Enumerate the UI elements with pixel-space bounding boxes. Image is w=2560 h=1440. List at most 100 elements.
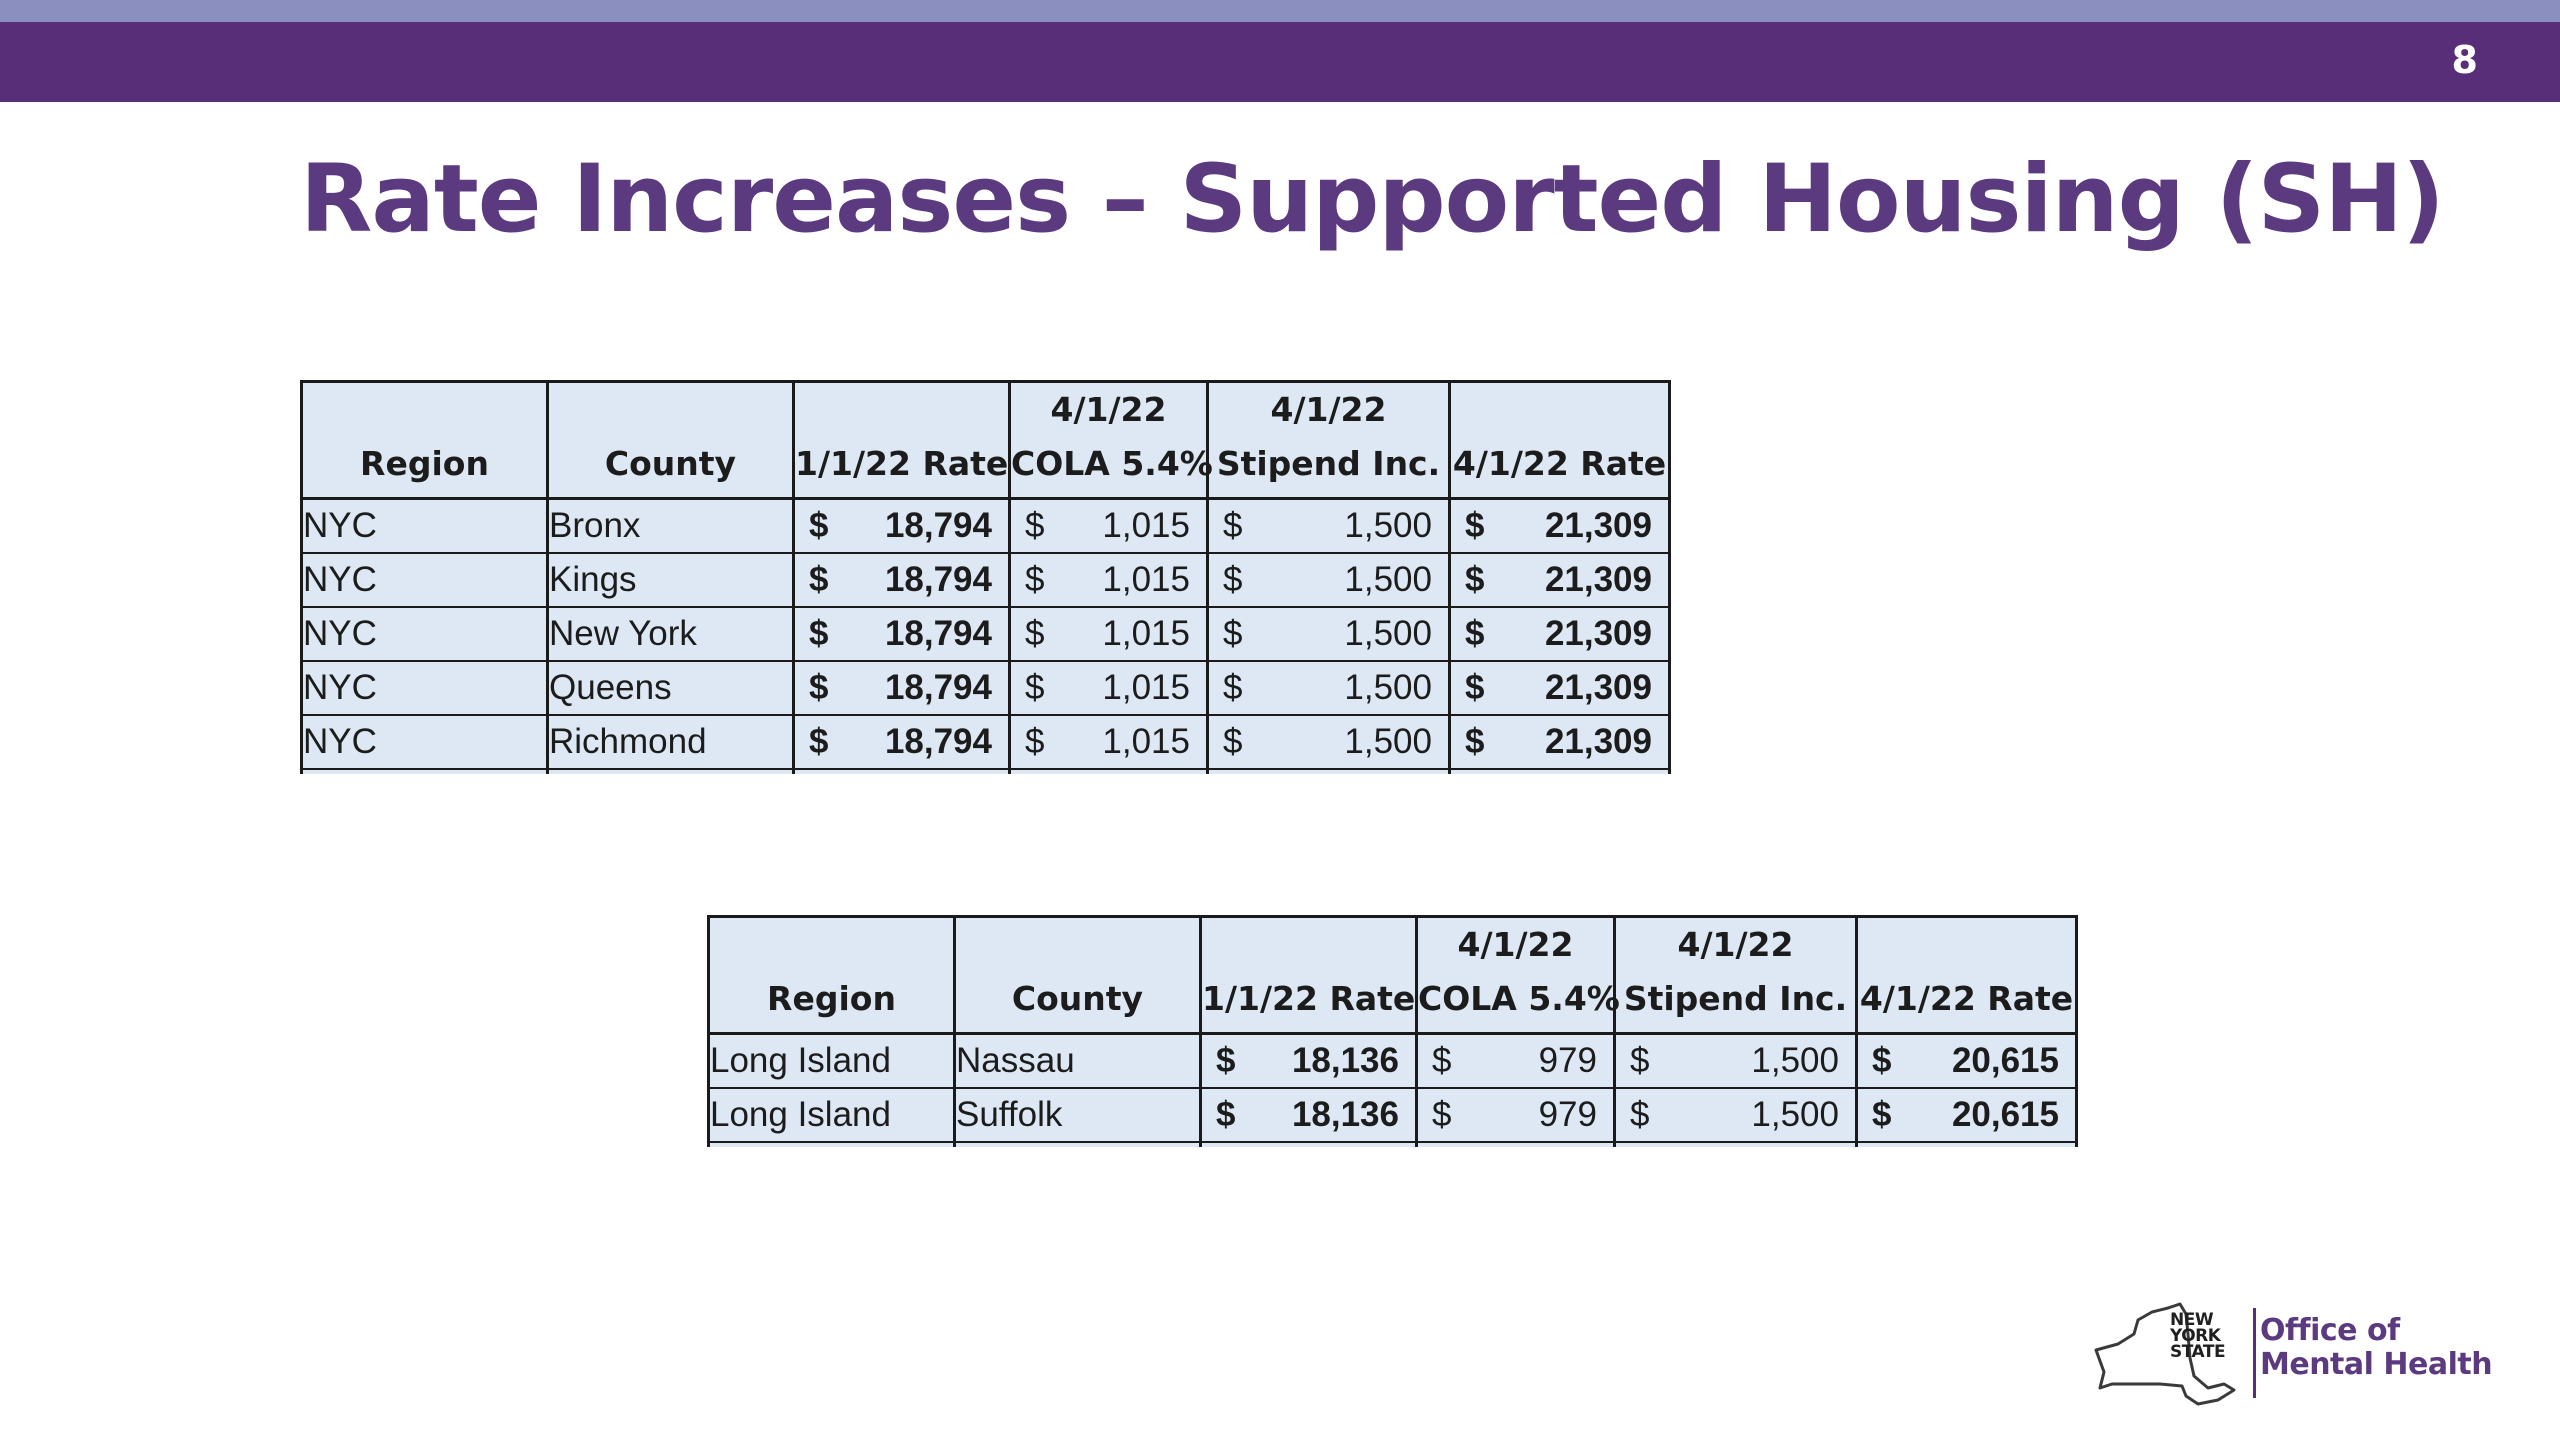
- currency-symbol: $: [809, 668, 829, 707]
- table-tail: [301, 769, 1671, 774]
- region-cell: Long Island: [708, 1088, 956, 1143]
- stipend-cell-value: 1,500: [1344, 722, 1432, 761]
- jan-rate-cell-value: 18,794: [884, 560, 992, 599]
- header-cola: 4/1/22 COLA 5.4%: [1009, 381, 1213, 500]
- stipend-cell: $1,500: [1207, 661, 1451, 716]
- cola-cell-value: 1,015: [1102, 722, 1190, 761]
- apr-rate-cell-value: 21,309: [1544, 668, 1652, 707]
- cola-cell-value: 979: [1538, 1041, 1597, 1080]
- stipend-cell: $1,500: [1614, 1033, 1858, 1089]
- long-island-rate-table: Region County 1/1/22 Rate 4/1/22 COLA 5.4…: [707, 915, 2078, 1147]
- county-cell: Nassau: [954, 1033, 1202, 1089]
- currency-symbol: $: [1872, 1095, 1892, 1134]
- cola-cell-value: 1,015: [1102, 560, 1190, 599]
- currency-symbol: $: [1025, 722, 1045, 761]
- page-number: 8: [2451, 38, 2478, 82]
- currency-symbol: $: [809, 560, 829, 599]
- currency-symbol: $: [1465, 668, 1485, 707]
- jan-rate-cell: $18,136: [1200, 1033, 1418, 1089]
- cola-cell: $979: [1416, 1033, 1616, 1089]
- currency-symbol: $: [1630, 1041, 1650, 1080]
- stipend-cell-value: 1,500: [1344, 668, 1432, 707]
- apr-rate-cell: $21,309: [1449, 715, 1671, 770]
- omh-logo: NEW YORK STATE Office of Mental Health: [2090, 1300, 2493, 1410]
- apr-rate-cell: $20,615: [1856, 1033, 2078, 1089]
- currency-symbol: $: [1025, 668, 1045, 707]
- region-cell: Long Island: [708, 1033, 956, 1089]
- header-apr-rate: 4/1/22 Rate: [1856, 916, 2078, 1035]
- county-cell: Kings: [547, 553, 795, 608]
- header-stipend: 4/1/22 Stipend Inc.: [1207, 381, 1451, 500]
- new-york-state-map-icon: [2094, 1302, 2236, 1406]
- currency-symbol: $: [809, 614, 829, 653]
- currency-symbol: $: [1465, 614, 1485, 653]
- cola-cell: $1,015: [1009, 715, 1209, 770]
- stipend-cell: $1,500: [1614, 1088, 1858, 1143]
- currency-symbol: $: [1216, 1095, 1236, 1134]
- currency-symbol: $: [1872, 1041, 1892, 1080]
- jan-rate-cell: $18,794: [793, 661, 1011, 716]
- stipend-cell: $1,500: [1207, 715, 1451, 770]
- header-county: County: [954, 916, 1202, 1035]
- apr-rate-cell: $21,309: [1449, 498, 1671, 554]
- cola-cell: $979: [1416, 1088, 1616, 1143]
- stipend-cell: $1,500: [1207, 553, 1451, 608]
- stipend-cell: $1,500: [1207, 498, 1451, 554]
- header-jan-rate: 1/1/22 Rate: [793, 381, 1011, 500]
- table-row: NYC Bronx $18,794 $1,015 $1,500 $21,309: [301, 498, 1671, 554]
- apr-rate-cell: $20,615: [1856, 1088, 2078, 1143]
- currency-symbol: $: [809, 722, 829, 761]
- stipend-cell-value: 1,500: [1344, 614, 1432, 653]
- header-region: Region: [301, 381, 549, 500]
- currency-symbol: $: [1465, 722, 1485, 761]
- currency-symbol: $: [1465, 560, 1485, 599]
- apr-rate-cell-value: 21,309: [1544, 506, 1652, 545]
- header-county: County: [547, 381, 795, 500]
- cola-cell: $1,015: [1009, 607, 1209, 662]
- table-tail: [708, 1142, 2078, 1147]
- apr-rate-cell: $21,309: [1449, 553, 1671, 608]
- cola-cell-value: 979: [1538, 1095, 1597, 1134]
- region-cell: NYC: [301, 498, 549, 554]
- apr-rate-cell: $21,309: [1449, 661, 1671, 716]
- cola-cell-value: 1,015: [1102, 506, 1190, 545]
- apr-rate-cell-value: 20,615: [1951, 1041, 2059, 1080]
- currency-symbol: $: [1025, 614, 1045, 653]
- region-cell: NYC: [301, 553, 549, 608]
- jan-rate-cell-value: 18,136: [1291, 1041, 1399, 1080]
- table-row: NYC New York $18,794 $1,015 $1,500 $21,309: [301, 607, 1671, 662]
- currency-symbol: $: [1223, 614, 1243, 653]
- header-region: Region: [708, 916, 956, 1035]
- region-cell: NYC: [301, 607, 549, 662]
- stipend-cell-value: 1,500: [1344, 506, 1432, 545]
- cola-cell-value: 1,015: [1102, 614, 1190, 653]
- nyc-rate-table: Region County 1/1/22 Rate 4/1/22 COLA 5.4…: [300, 380, 1671, 774]
- jan-rate-cell: $18,794: [793, 553, 1011, 608]
- header-band: [0, 22, 2560, 102]
- currency-symbol: $: [1465, 506, 1485, 545]
- jan-rate-cell: $18,794: [793, 607, 1011, 662]
- logo-divider: [2253, 1308, 2256, 1398]
- county-cell: Suffolk: [954, 1088, 1202, 1143]
- cola-cell: $1,015: [1009, 498, 1209, 554]
- stipend-cell-value: 1,500: [1751, 1095, 1839, 1134]
- table-row: NYC Kings $18,794 $1,015 $1,500 $21,309: [301, 553, 1671, 608]
- jan-rate-cell-value: 18,136: [1291, 1095, 1399, 1134]
- stipend-cell-value: 1,500: [1751, 1041, 1839, 1080]
- jan-rate-cell-value: 18,794: [884, 722, 992, 761]
- office-name: Office of Mental Health: [2260, 1313, 2493, 1382]
- jan-rate-cell: $18,794: [793, 715, 1011, 770]
- top-accent-strip: [0, 0, 2560, 22]
- currency-symbol: $: [1630, 1095, 1650, 1134]
- apr-rate-cell-value: 20,615: [1951, 1095, 2059, 1134]
- currency-symbol: $: [809, 506, 829, 545]
- currency-symbol: $: [1216, 1041, 1236, 1080]
- stipend-cell-value: 1,500: [1344, 560, 1432, 599]
- table-row: Long Island Nassau $18,136 $979 $1,500 $20,61…: [708, 1033, 2078, 1089]
- currency-symbol: $: [1025, 506, 1045, 545]
- cola-cell-value: 1,015: [1102, 668, 1190, 707]
- header-stipend: 4/1/22 Stipend Inc.: [1614, 916, 1858, 1035]
- currency-symbol: $: [1223, 722, 1243, 761]
- table-row: NYC Queens $18,794 $1,015 $1,500 $21,309: [301, 661, 1671, 716]
- currency-symbol: $: [1432, 1095, 1452, 1134]
